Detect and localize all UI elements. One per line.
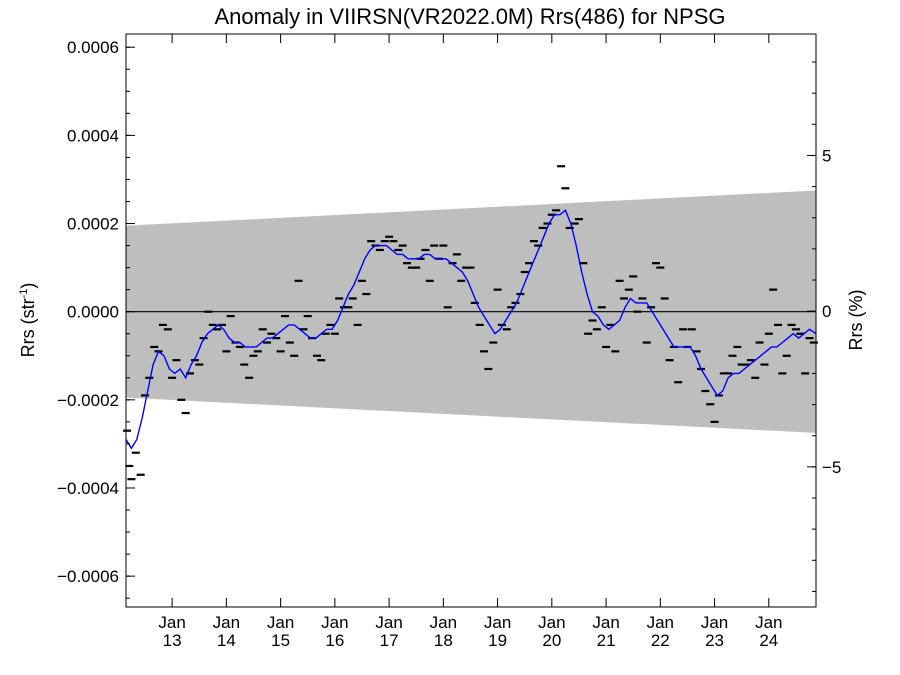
x-tick-label-month: Jan bbox=[592, 613, 619, 632]
y2-tick-label: −5 bbox=[822, 458, 841, 477]
x-tick-label-year: 14 bbox=[217, 631, 236, 650]
x-tick-label-year: 17 bbox=[380, 631, 399, 650]
x-tick-label-month: Jan bbox=[321, 613, 348, 632]
x-tick-label-month: Jan bbox=[538, 613, 565, 632]
tick-layer: −0.0006 −0.0004 −0.0002 0.0000 0.0002 0.0004 0… bbox=[57, 34, 841, 650]
y-tick-label: 0.0002 bbox=[67, 215, 119, 234]
x-tick-label-year: 22 bbox=[651, 631, 670, 650]
smoothed-anomaly-line bbox=[125, 209, 817, 450]
y2-tick-label: 5 bbox=[822, 146, 831, 165]
x-tick-label-month: Jan bbox=[755, 613, 782, 632]
x-tick-label-month: Jan bbox=[701, 613, 728, 632]
data-points-layer bbox=[123, 165, 818, 481]
x-tick-label-month: Jan bbox=[647, 613, 674, 632]
x-tick-label-year: 13 bbox=[163, 631, 182, 650]
y2-axis-label: Rrs (%) bbox=[846, 290, 866, 351]
x-tick-label-month: Jan bbox=[375, 613, 402, 632]
y-tick-label: −0.0004 bbox=[57, 479, 119, 498]
x-tick-label-year: 20 bbox=[542, 631, 561, 650]
x-tick-label-year: 15 bbox=[271, 631, 290, 650]
y-tick-label: −0.0002 bbox=[57, 391, 119, 410]
x-tick-label-month: Jan bbox=[484, 613, 511, 632]
x-tick-label-year: 18 bbox=[434, 631, 453, 650]
y-tick-label: 0.0000 bbox=[67, 303, 119, 322]
axes-layer bbox=[125, 33, 817, 608]
y-axis-label-main: Rrs (str bbox=[18, 298, 38, 357]
plot-frame bbox=[125, 33, 817, 608]
x-tick-label-year: 24 bbox=[759, 631, 778, 650]
y-tick-label: −0.0006 bbox=[57, 567, 119, 586]
y2-tick-label: 0 bbox=[822, 302, 831, 321]
chart-title: Anomaly in VIIRSN(VR2022.0M) Rrs(486) fo… bbox=[214, 4, 725, 29]
y-tick-label: 0.0006 bbox=[67, 38, 119, 57]
x-tick-label-month: Jan bbox=[213, 613, 240, 632]
x-tick-label-year: 21 bbox=[597, 631, 616, 650]
y-axis-label-sup: -1 bbox=[18, 289, 30, 299]
y-axis-label: Rrs (str-1) bbox=[18, 283, 38, 358]
x-tick-label-month: Jan bbox=[430, 613, 457, 632]
x-tick-label-year: 16 bbox=[325, 631, 344, 650]
x-tick-label-month: Jan bbox=[158, 613, 185, 632]
x-tick-label-year: 23 bbox=[705, 631, 724, 650]
y-axis-label-close: ) bbox=[18, 283, 38, 289]
x-tick-label-month: Jan bbox=[267, 613, 294, 632]
y-tick-label: 0.0004 bbox=[67, 126, 119, 145]
x-tick-label-year: 19 bbox=[488, 631, 507, 650]
smoothed-line-layer bbox=[125, 209, 817, 450]
